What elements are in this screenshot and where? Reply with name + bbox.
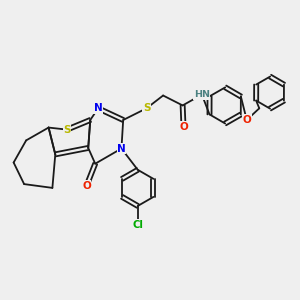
Text: Cl: Cl bbox=[132, 220, 143, 230]
Text: O: O bbox=[82, 181, 91, 191]
Text: N: N bbox=[117, 143, 126, 154]
Text: S: S bbox=[143, 103, 150, 113]
Text: O: O bbox=[242, 115, 251, 125]
Text: O: O bbox=[179, 122, 188, 132]
Text: HN: HN bbox=[194, 90, 210, 99]
Text: S: S bbox=[63, 124, 71, 135]
Text: N: N bbox=[94, 103, 103, 113]
